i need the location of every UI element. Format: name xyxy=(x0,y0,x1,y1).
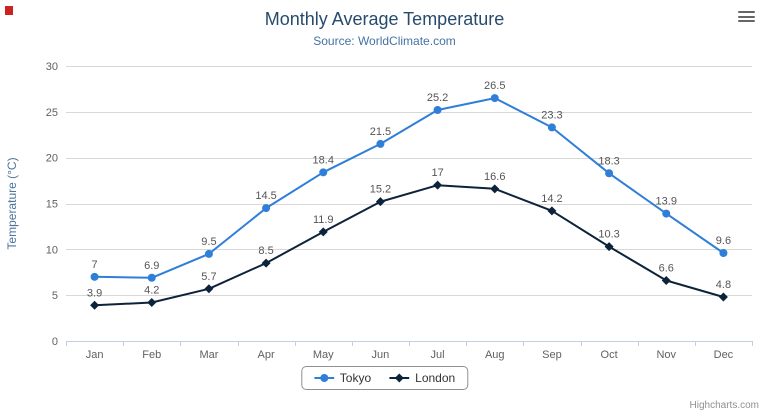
marker-london[interactable] xyxy=(261,258,271,268)
x-axis-label: Oct xyxy=(601,349,618,361)
x-axis-label: Jul xyxy=(431,349,445,361)
legend-label-tokyo: Tokyo xyxy=(339,371,372,385)
data-label: 10.3 xyxy=(598,229,619,241)
x-axis-label: Sep xyxy=(542,349,562,361)
marker-tokyo[interactable] xyxy=(490,94,499,103)
marker-tokyo[interactable] xyxy=(433,106,442,114)
y-axis-label: 10 xyxy=(46,244,58,256)
x-axis-label: Jun xyxy=(372,349,390,361)
marker-london[interactable] xyxy=(661,276,671,285)
data-label: 5.7 xyxy=(201,271,216,283)
x-axis-label: Aug xyxy=(485,349,505,361)
x-axis-label: Mar xyxy=(199,349,218,361)
y-axis-label: 15 xyxy=(46,199,58,211)
data-label: 15.2 xyxy=(370,184,391,196)
data-label: 6.6 xyxy=(659,263,674,275)
data-label: 14.5 xyxy=(255,190,276,202)
y-axis-title: Temperature (°C) xyxy=(5,157,19,249)
y-axis-label: 25 xyxy=(46,107,58,119)
x-axis-label: May xyxy=(313,349,334,361)
x-axis-label: Jan xyxy=(86,349,104,361)
data-label: 14.2 xyxy=(541,193,562,205)
data-label: 13.9 xyxy=(656,196,677,208)
x-axis-label: Dec xyxy=(714,349,734,361)
marker-tokyo[interactable] xyxy=(547,123,556,132)
data-label: 9.6 xyxy=(716,235,731,247)
data-label: 4.2 xyxy=(144,285,159,297)
red-corner-marker-icon xyxy=(5,6,13,15)
marker-tokyo[interactable] xyxy=(90,272,99,281)
legend-diamond xyxy=(394,373,404,383)
x-axis-label: Nov xyxy=(656,349,676,361)
credits-link[interactable]: Highcharts.com xyxy=(689,400,759,411)
marker-london[interactable] xyxy=(490,184,500,194)
x-axis-label: Feb xyxy=(142,349,161,361)
legend-circle-marker-icon xyxy=(313,374,334,382)
marker-london[interactable] xyxy=(375,197,385,207)
y-axis-label: 20 xyxy=(46,153,58,165)
data-label: 16.6 xyxy=(484,171,505,183)
data-label: 3.9 xyxy=(87,287,102,299)
export-menu-button[interactable] xyxy=(738,11,755,22)
marker-tokyo[interactable] xyxy=(319,168,328,177)
hamburger-icon xyxy=(738,11,755,13)
data-label: 26.5 xyxy=(484,80,505,92)
y-axis-label: 30 xyxy=(46,61,58,73)
y-axis-label: 5 xyxy=(52,290,58,302)
data-label: 25.2 xyxy=(427,92,448,104)
data-label: 18.4 xyxy=(313,154,334,166)
legend-circle xyxy=(319,374,328,382)
hamburger-icon xyxy=(738,20,755,22)
legend-label-london: London xyxy=(415,371,456,385)
chart-subtitle: Source: WorldClimate.com xyxy=(313,34,456,48)
data-label: 9.5 xyxy=(201,236,216,248)
data-label: 4.8 xyxy=(716,279,731,291)
marker-tokyo[interactable] xyxy=(262,204,271,213)
marker-tokyo[interactable] xyxy=(204,249,213,258)
marker-london[interactable] xyxy=(147,298,157,307)
data-label: 11.9 xyxy=(313,214,334,226)
data-label: 21.5 xyxy=(370,126,391,138)
data-label: 17 xyxy=(431,167,443,179)
marker-tokyo[interactable] xyxy=(376,139,385,148)
legend-diamond-marker-icon xyxy=(389,373,410,383)
y-axis-label: 0 xyxy=(52,336,58,348)
marker-london[interactable] xyxy=(604,242,614,252)
chart-title: Monthly Average Temperature xyxy=(264,9,505,29)
series-line-london[interactable] xyxy=(93,184,725,307)
marker-tokyo[interactable] xyxy=(147,273,156,282)
legend: Tokyo London xyxy=(300,366,469,390)
series-line-tokyo[interactable] xyxy=(93,97,725,279)
marker-london[interactable] xyxy=(318,227,328,237)
marker-tokyo[interactable] xyxy=(605,169,614,178)
marker-london[interactable] xyxy=(90,300,100,310)
legend-item-tokyo[interactable]: Tokyo xyxy=(313,371,372,385)
hamburger-icon xyxy=(738,15,755,18)
data-label: 8.5 xyxy=(258,245,273,257)
marker-london[interactable] xyxy=(718,292,728,302)
x-axis-label: Apr xyxy=(258,349,275,361)
data-label: 6.9 xyxy=(144,260,159,272)
legend-item-london[interactable]: London xyxy=(389,371,455,385)
marker-london[interactable] xyxy=(204,284,214,294)
marker-london[interactable] xyxy=(547,206,557,216)
marker-tokyo[interactable] xyxy=(719,249,728,257)
data-label: 7 xyxy=(92,259,98,271)
marker-tokyo[interactable] xyxy=(662,209,671,218)
data-label: 23.3 xyxy=(541,109,562,121)
marker-london[interactable] xyxy=(433,180,443,190)
data-label: 18.3 xyxy=(598,155,619,167)
